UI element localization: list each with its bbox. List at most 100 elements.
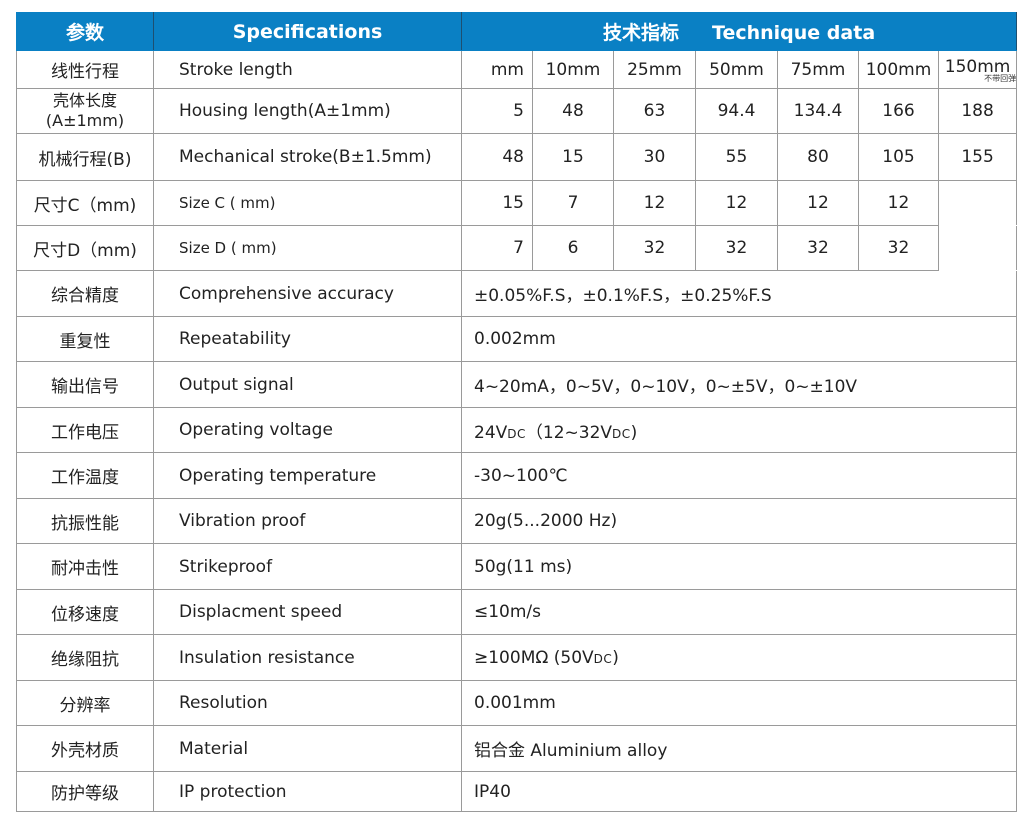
value-cell: 166 <box>858 88 939 134</box>
param-en: Operating temperature <box>153 452 462 499</box>
param-cn: 综合精度 <box>16 270 154 317</box>
value-cell: 100mm <box>858 50 939 89</box>
value-text: 166 <box>882 101 915 121</box>
value-text: 155 <box>961 147 994 167</box>
header-technique-en: Technique data <box>712 22 876 44</box>
param-en: Operating voltage <box>153 407 462 453</box>
param-en: Housing length(A±1mm) <box>153 88 462 134</box>
value-text: 105 <box>882 147 915 167</box>
param-cn: 耐冲击性 <box>16 543 154 590</box>
value-cell: 48 <box>532 88 614 134</box>
value-cell: 12 <box>613 180 696 226</box>
value-text: mm <box>490 59 524 80</box>
value-cell: 12 <box>777 180 859 226</box>
value-cell: 188 <box>937 88 1018 134</box>
value-cell: 155 <box>937 133 1018 181</box>
param-en: Mechanical stroke(B±1.5mm) <box>153 133 462 181</box>
value-cell: 4~20mA，0~5V，0~10V，0~±5V，0~±10V <box>460 361 1018 408</box>
value-cell: 75mm <box>777 50 859 89</box>
param-cn: 绝缘阻抗 <box>16 634 154 681</box>
value-cell: IP40 <box>460 771 1018 812</box>
spec-row: 防护等级 IP protection IP40 <box>16 771 1018 812</box>
value-cell: 94.4 <box>695 88 778 134</box>
value-cell: 32 <box>613 225 696 271</box>
param-en: IP protection <box>153 771 462 812</box>
spec-row: 抗振性能 Vibration proof 20g(5...2000 Hz) <box>16 498 1018 544</box>
param-en: Stroke length <box>153 50 462 89</box>
spec-row: 位移速度 Displacment speed ≤10m/s <box>16 589 1018 635</box>
param-cn: 抗振性能 <box>16 498 154 544</box>
param-cn: 分辨率 <box>16 680 154 726</box>
value-text: 6 <box>567 238 579 258</box>
value-cell: 12 <box>858 180 939 226</box>
param-cn: 工作温度 <box>16 452 154 499</box>
param-en: Size C ( mm) <box>153 180 462 226</box>
value-text: ≥100MΩ (50V <box>474 647 594 668</box>
value-text: 4~20mA，0~5V，0~10V，0~±5V，0~±10V <box>474 377 858 397</box>
param-en: Material <box>153 725 462 772</box>
value-cell: 50mm <box>695 50 778 89</box>
value-text: 48 <box>562 101 584 121</box>
param-en: Displacment speed <box>153 589 462 635</box>
value-text: 63 <box>643 101 666 121</box>
value-text: 32 <box>887 238 910 258</box>
param-cn: 尺寸D（mm) <box>16 225 154 271</box>
value-text: 15 <box>502 193 524 213</box>
value-text: 50g(11 ms) <box>474 556 573 577</box>
param-cn: 壳体长度 (A±1mm) <box>16 88 154 134</box>
param-cn: 尺寸C（mm) <box>16 180 154 226</box>
value-note: 不带回弹 <box>984 73 1017 83</box>
header-technique-cn: 技术指标 <box>602 22 679 44</box>
value-cell: 15 <box>461 180 533 226</box>
spec-row: 分辨率 Resolution 0.001mm <box>16 680 1018 726</box>
value-text: 188 <box>961 101 994 121</box>
value-text: 50mm <box>709 59 764 80</box>
value-text: 0.002mm <box>474 329 556 349</box>
value-text: 铝合金 Aluminium alloy <box>474 741 668 761</box>
value-text: IP40 <box>474 781 511 802</box>
value-text: -30~100℃ <box>474 465 568 486</box>
param-cn: 工作电压 <box>16 407 154 453</box>
param-cn: 外壳材质 <box>16 725 154 772</box>
value-text: 25mm <box>627 59 682 80</box>
spec-row: 壳体长度 (A±1mm) Housing length(A±1mm) 5 48 63 94… <box>16 88 1018 134</box>
value-cell: 铝合金 Aluminium alloy <box>460 725 1018 772</box>
dc-subscript: DC <box>593 651 613 666</box>
header-technique-data: 技术指标 Technique data <box>460 12 1018 51</box>
value-cell: 50g(11 ms) <box>460 543 1018 590</box>
value-cell: 5 <box>461 88 533 134</box>
value-text: ≤10m/s <box>474 602 542 622</box>
param-en: Strikeproof <box>153 543 462 590</box>
value-cell: 63 <box>613 88 696 134</box>
value-text: ±0.05%F.S，±0.1%F.S，±0.25%F.S <box>474 286 772 306</box>
value-text: 134.4 <box>793 101 843 121</box>
value-text: 5 <box>513 101 524 121</box>
value-text: 15 <box>562 147 584 167</box>
param-en: Insulation resistance <box>153 634 462 681</box>
value-text: ) <box>630 422 638 443</box>
param-en: Size D ( mm) <box>153 225 462 271</box>
value-cell <box>937 180 1018 226</box>
spec-table: 参数 Specifications 技术指标 Technique data 线性… <box>16 12 1018 812</box>
spec-row: 外壳材质 Material 铝合金 Aluminium alloy <box>16 725 1018 772</box>
value-cell: 150mm 不带回弹 <box>937 50 1018 89</box>
value-cell: ≥100MΩ (50VDC) <box>460 634 1018 681</box>
value-cell: 80 <box>777 133 859 181</box>
value-text: 94.4 <box>717 101 756 121</box>
value-cell: -30~100℃ <box>460 452 1018 499</box>
value-text: 75mm <box>790 59 846 80</box>
value-text: 55 <box>725 147 748 167</box>
value-cell: 24VDC（12~32VDC) <box>460 407 1018 453</box>
value-text: 32 <box>807 238 829 258</box>
value-text: 12 <box>725 193 748 213</box>
value-cell: 105 <box>858 133 939 181</box>
value-text: 24V <box>474 422 508 443</box>
value-cell: 32 <box>695 225 778 271</box>
value-cell: 6 <box>532 225 614 271</box>
param-cn: 防护等级 <box>16 771 154 812</box>
value-text: 32 <box>725 238 748 258</box>
param-cn: 重复性 <box>16 316 154 362</box>
spec-row: 耐冲击性 Strikeproof 50g(11 ms) <box>16 543 1018 590</box>
value-cell: 10mm <box>532 50 614 89</box>
header-row: 参数 Specifications 技术指标 Technique data <box>16 12 1018 51</box>
